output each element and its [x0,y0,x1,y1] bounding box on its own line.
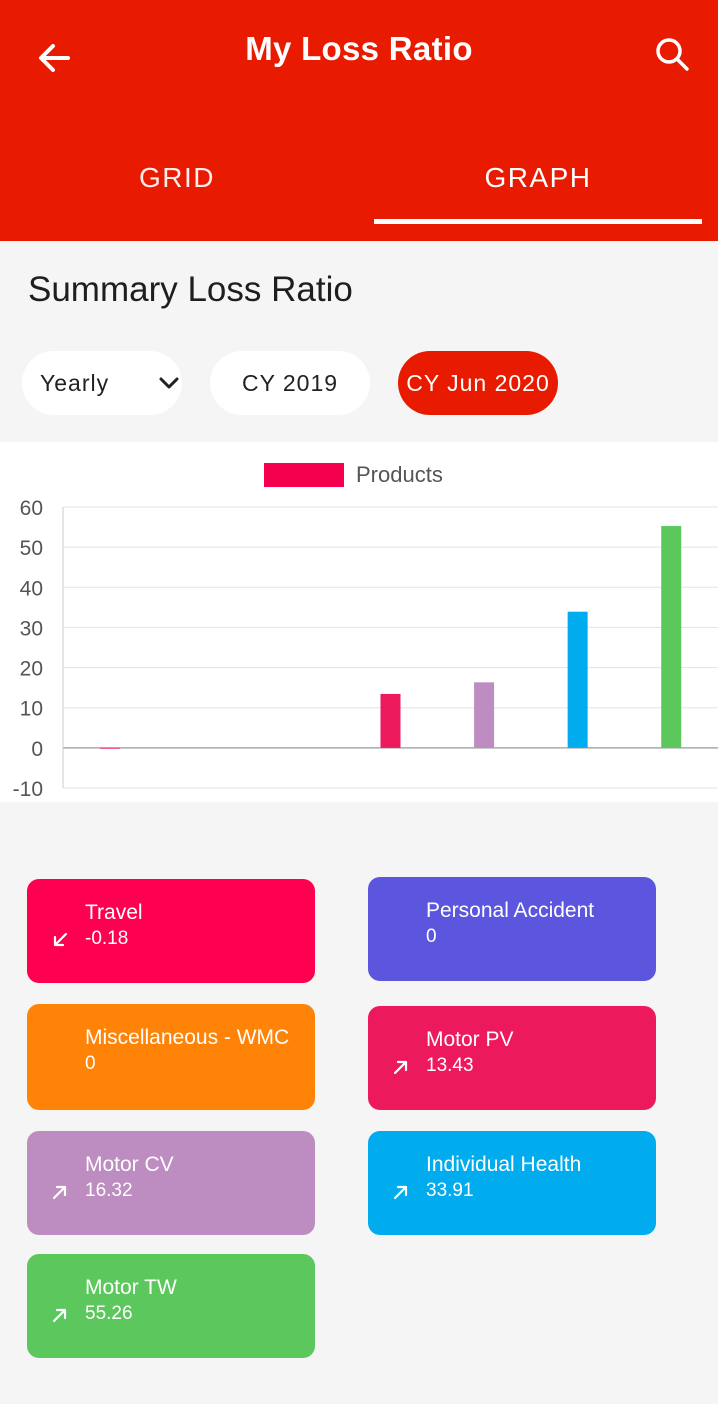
arrow-up-right-icon [393,1060,408,1075]
product-name: Travel [85,901,143,924]
product-name: Motor CV [85,1153,174,1176]
arrow-up-right-icon [52,1185,67,1200]
period-dropdown[interactable]: Yearly [22,351,182,415]
y-tick-label: 30 [20,617,43,640]
y-tick-label: -10 [13,778,43,801]
tab-graph[interactable]: GRAPH [484,162,592,193]
arrow-down-left-icon [53,932,68,947]
product-value: 13.43 [426,1055,474,1076]
y-tick-label: 50 [20,537,43,560]
product-name: Personal Accident [426,899,595,922]
bar-chart-svg: Products 60 50 40 30 20 10 0 -10 [13,462,718,801]
product-card-travel[interactable]: Travel -0.18 [27,879,315,983]
search-icon [656,38,689,71]
bar-chart: Products 60 50 40 30 20 10 0 -10 [0,442,718,802]
product-value: 16.32 [85,1180,133,1201]
arrow-up-right-icon [393,1185,408,1200]
product-value: 0 [426,926,437,947]
product-name: Individual Health [426,1153,582,1176]
arrow-left-icon [39,44,70,72]
bar-motor-cv [474,682,495,748]
y-tick-label: 20 [20,658,43,681]
y-tick-label: 40 [20,577,43,600]
product-card-motor-pv[interactable]: Motor PV 13.43 [368,1006,656,1110]
bar-travel [99,747,120,749]
chip-cy-2019[interactable]: CY 2019 [210,351,370,415]
bar-motor-pv [380,693,401,748]
chevron-down-icon [159,377,179,389]
product-name: Motor TW [85,1276,177,1299]
product-value: 33.91 [426,1180,474,1201]
bar-motor-tw [661,526,682,748]
y-tick-label: 0 [31,738,43,761]
search-button[interactable] [648,30,696,78]
product-name: Miscellaneous - WMC [85,1026,290,1049]
product-card-motor-tw[interactable]: Motor TW 55.26 [27,1254,315,1358]
active-tab-indicator [374,219,702,224]
product-card-motor-cv[interactable]: Motor CV 16.32 [27,1131,315,1235]
arrow-up-right-icon [52,1308,67,1323]
product-card-individual-health[interactable]: Individual Health 33.91 [368,1131,656,1235]
product-value: 0 [85,1053,96,1074]
y-tick-label: 60 [20,497,43,520]
product-name: Motor PV [426,1028,514,1051]
legend-swatch [264,463,344,487]
y-tick-label: 10 [20,698,43,721]
period-dropdown-label: Yearly [40,369,110,396]
back-button[interactable] [30,34,78,82]
tab-grid[interactable]: GRID [139,162,215,193]
legend-label: Products [356,462,443,487]
product-card-personal-accident[interactable]: Personal Accident 0 [368,877,656,981]
chip-cy-jun-2020[interactable]: CY Jun 2020 [398,351,558,415]
section-title: Summary Loss Ratio [28,270,353,309]
product-card-miscellaneous-wmc[interactable]: Miscellaneous - WMC 0 [27,1004,315,1110]
product-value: -0.18 [85,928,129,949]
product-value: 55.26 [85,1303,133,1324]
app-bar: My Loss Ratio GRID GRAPH [0,0,718,241]
page-title: My Loss Ratio [245,30,473,67]
bar-individual-health [567,611,588,748]
